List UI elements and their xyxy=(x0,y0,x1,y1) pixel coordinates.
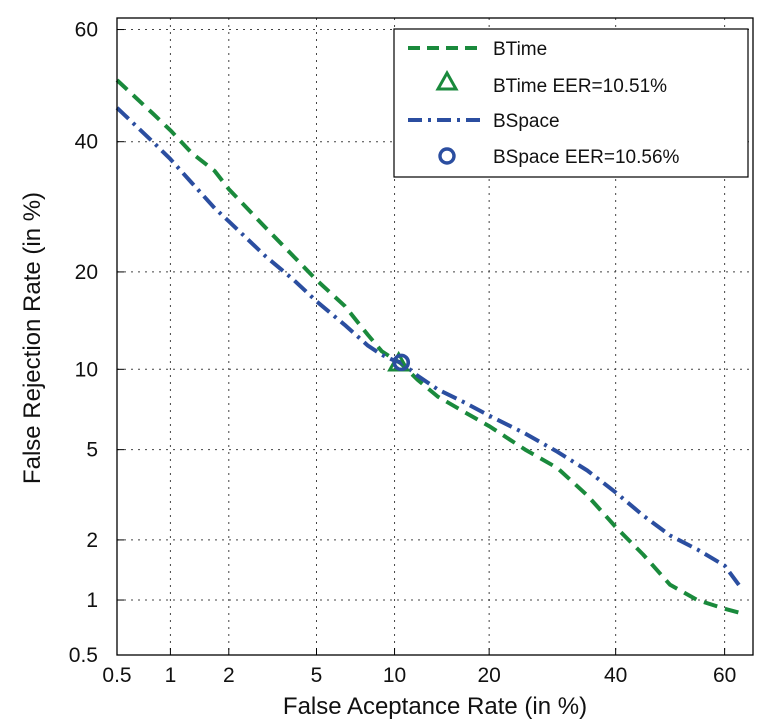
x-tick-labels: 0.5 1 2 5 10 20 40 60 xyxy=(102,648,736,687)
x-tick-label-3: 5 xyxy=(311,664,323,687)
y-tick-label-0: 0.5 xyxy=(69,644,98,667)
y-tick-label-2: 2 xyxy=(86,529,98,552)
legend-btime-eer-label: BTime EER=10.51% xyxy=(493,76,667,97)
legend: BTime BTime EER=10.51% BSpace BSpace EER… xyxy=(393,28,749,178)
plot-frame xyxy=(116,17,754,656)
bspace-eer-marker xyxy=(392,353,411,372)
y-tick-label-5: 20 xyxy=(75,261,98,284)
series-bspace-line xyxy=(115,106,744,590)
legend-btime-eer-marker xyxy=(435,69,459,91)
x-tick-label-4: 10 xyxy=(383,664,406,687)
x-tick-label-2: 2 xyxy=(223,664,235,687)
legend-bspace-eer-marker xyxy=(438,147,456,165)
x-tick-label-1: 1 xyxy=(165,664,177,687)
y-tick-label-6: 40 xyxy=(75,131,98,154)
x-tick-label-6: 40 xyxy=(604,664,627,687)
x-axis-title: False Aceptance Rate (in %) xyxy=(283,693,587,720)
y-tick-label-3: 5 xyxy=(86,439,98,462)
legend-bspace-eer-label: BSpace EER=10.56% xyxy=(493,147,680,168)
x-tick-label-7: 60 xyxy=(713,664,736,687)
data-series xyxy=(115,78,744,616)
y-tick-labels: 0.5 1 2 5 10 20 40 60 xyxy=(69,19,124,667)
legend-btime-label: BTime xyxy=(493,39,547,60)
y-axis-title: False Rejection Rate (in %) xyxy=(19,192,46,484)
x-tick-label-0: 0.5 xyxy=(102,664,131,687)
legend-bspace-label: BSpace xyxy=(493,111,560,132)
y-tick-label-7: 60 xyxy=(75,19,98,42)
x-tick-label-5: 20 xyxy=(477,664,500,687)
y-tick-label-1: 1 xyxy=(86,589,98,612)
y-tick-label-4: 10 xyxy=(75,358,98,381)
